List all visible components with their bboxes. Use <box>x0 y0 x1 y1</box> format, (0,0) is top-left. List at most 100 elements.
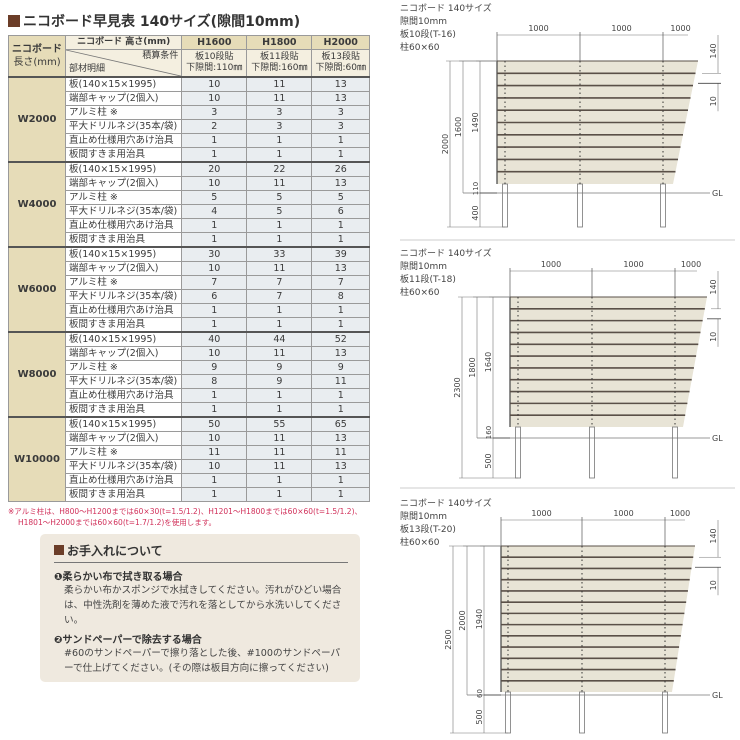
table-row: 直止め仕様用穴あけ治具 1 1 1 <box>9 218 370 233</box>
height-label: 1640 <box>484 352 493 372</box>
diagram-spec-text: ニコボード 140サイズ <box>400 497 492 509</box>
quantity-cell: 13 <box>311 176 370 191</box>
quantity-cell: 11 <box>246 346 313 361</box>
height-label: 1600 <box>454 117 463 137</box>
care-step-1-title: ❶柔らかい布で拭き取る場合 <box>54 572 183 583</box>
board-height-label: 140 <box>709 279 718 294</box>
width-label: 1000 <box>531 509 551 518</box>
quantity-cell: 7 <box>311 275 370 290</box>
embed-depth-label: 500 <box>475 709 484 724</box>
quantity-cell: 1 <box>181 388 248 403</box>
table-row: 板間すきま用治具 1 1 1 <box>9 487 370 502</box>
table-row: 直止め仕様用穴あけ治具 1 1 1 <box>9 473 370 488</box>
width-label: 1000 <box>541 260 561 269</box>
table-row: 端部キャップ(2個入) 10 11 13 <box>9 176 370 191</box>
table-row: 端部キャップ(2個入) 10 11 13 <box>9 431 370 446</box>
diagonal-header-cell: 積算条件 部材明細 <box>64 49 183 78</box>
length-cell: W4000 <box>8 161 66 248</box>
quantity-cell: 5 <box>246 204 313 219</box>
quantity-cell: 1 <box>246 133 313 148</box>
quantity-cell: 11 <box>246 445 313 460</box>
quantity-cell: 13 <box>311 76 370 92</box>
fence-post <box>505 691 511 734</box>
fence-post <box>589 426 595 479</box>
length-header: ニコボード 長さ(mm) <box>8 35 66 78</box>
quantity-cell: 5 <box>181 190 248 205</box>
care-heading: お手入れについて <box>54 542 348 563</box>
width-label: 1000 <box>528 24 548 33</box>
width-label: 1000 <box>681 260 701 269</box>
table-row: 端部キャップ(2個入) 10 11 13 <box>9 261 370 276</box>
quantity-cell: 1 <box>311 218 370 233</box>
diagram-spec-text: 隙間10mm <box>400 510 447 522</box>
diagram-spec-text: 板10段(T-16) <box>400 28 456 40</box>
quantity-cell: 1 <box>246 388 313 403</box>
quantity-cell: 1 <box>311 487 370 502</box>
length-cell: W2000 <box>8 76 66 163</box>
table-row: W10000 板(140×15×1995) 50 55 65 <box>8 416 370 502</box>
quantity-cell: 1 <box>181 473 248 488</box>
bottom-gap-label: 160 <box>485 426 493 439</box>
quantity-cell: 22 <box>246 161 313 177</box>
diagram-spec-text: 板13段(T-20) <box>400 523 456 535</box>
column-header-H1800: H1800 <box>246 35 313 50</box>
height-label: 2000 <box>458 610 467 630</box>
length-cell: W8000 <box>8 331 66 418</box>
quantity-cell: 1 <box>181 487 248 502</box>
gap-label: 10 <box>709 332 718 342</box>
fence-post <box>577 183 583 228</box>
quantity-cell: 9 <box>181 360 248 375</box>
height-label: 2500 <box>444 629 453 649</box>
quantity-cell: 1 <box>311 147 370 163</box>
diagram-spec-text: 板11段(T-18) <box>400 273 456 285</box>
quantity-cell: 10 <box>181 261 248 276</box>
fence-panel <box>510 297 707 427</box>
quantity-cell: 3 <box>311 105 370 120</box>
item-name: 直止め仕様用穴あけ治具 <box>64 303 183 318</box>
column-header-H1600: H1600 <box>181 35 248 50</box>
quantity-cell: 1 <box>181 133 248 148</box>
quantity-cell: 1 <box>246 147 313 163</box>
quantity-cell: 9 <box>246 374 313 389</box>
quantity-cell: 11 <box>181 445 248 460</box>
height-label: 2000 <box>441 134 450 154</box>
table-row: 端部キャップ(2個入) 10 11 13 <box>9 91 370 106</box>
diagram-spec-text: ニコボード 140サイズ <box>400 247 492 259</box>
height-label: 2300 <box>453 377 462 397</box>
embed-depth-label: 400 <box>471 205 480 220</box>
care-step-1-text: 柔らかい布かスポンジで水拭きしてください。汚れがひどい場合は、中性洗剤を薄めた液… <box>64 585 342 626</box>
table-row: 直止め仕様用穴あけ治具 1 1 1 <box>9 133 370 148</box>
quantity-cell: 1 <box>311 232 370 248</box>
length-cell: W6000 <box>8 246 66 333</box>
item-name: 直止め仕様用穴あけ治具 <box>64 388 183 403</box>
fence-post <box>515 426 521 479</box>
diagram-spec-text: 隙間10mm <box>400 260 447 272</box>
quantity-cell: 1 <box>311 303 370 318</box>
table-row: アルミ柱 ※ 9 9 9 <box>9 360 370 375</box>
quantity-cell: 1 <box>181 232 248 248</box>
quantity-cell: 3 <box>311 119 370 134</box>
quantity-cell: 5 <box>246 190 313 205</box>
height-label: 1800 <box>468 357 477 377</box>
table-row: 直止め仕様用穴あけ治具 1 1 1 <box>9 303 370 318</box>
quantity-cell: 39 <box>311 246 370 262</box>
quantity-cell: 13 <box>311 431 370 446</box>
item-name: 直止め仕様用穴あけ治具 <box>64 218 183 233</box>
quantity-cell: 8 <box>181 374 248 389</box>
quantity-cell: 1 <box>181 218 248 233</box>
quantity-cell: 11 <box>246 261 313 276</box>
fence-panel <box>501 546 695 692</box>
quantity-cell: 13 <box>311 261 370 276</box>
table-row: アルミ柱 ※ 11 11 11 <box>9 445 370 460</box>
column-condition: 板11段貼 下隙間:160㎜ <box>246 49 313 78</box>
table-row: 平大ドリルネジ(35本/袋) 6 7 8 <box>9 289 370 304</box>
table-row: 平大ドリルネジ(35本/袋) 10 11 13 <box>9 459 370 474</box>
ground-label: GL <box>712 691 723 700</box>
height-label: 1940 <box>475 609 484 629</box>
quantity-cell: 11 <box>246 176 313 191</box>
gap-label: 10 <box>709 580 718 590</box>
item-name: 板間すきま用治具 <box>64 487 183 502</box>
quantity-cell: 1 <box>246 303 313 318</box>
care-step-2-text: #60のサンドペーパーで擦り落とした後、#100のサンドペーパーで仕上げてくださ… <box>64 648 341 674</box>
quantity-cell: 7 <box>246 289 313 304</box>
